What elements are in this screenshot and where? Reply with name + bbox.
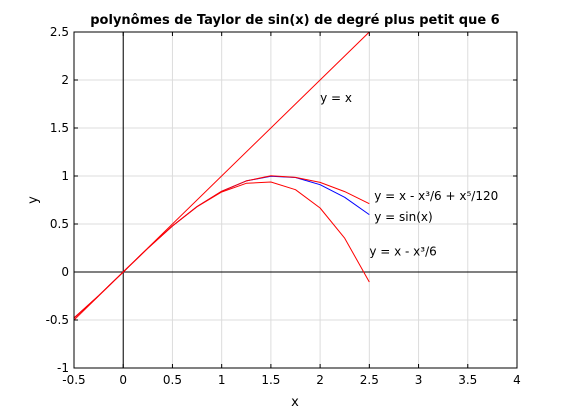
y-tick-label: 1.5 (50, 121, 69, 135)
x-tick-label: 2.5 (360, 373, 379, 387)
x-tick-label: 0.5 (163, 373, 182, 387)
y-tick-label: 2 (61, 73, 69, 87)
series-line-degree-5 (73, 175, 370, 319)
x-axis-label: x (291, 395, 299, 410)
y-tick-label: -0.5 (46, 313, 69, 327)
chart-title: polynômes de Taylor de sin(x) de degré p… (90, 13, 499, 28)
y-tick-label: 1 (61, 169, 69, 183)
series-layer (73, 31, 370, 321)
y-tick-label: 0 (61, 265, 69, 279)
x-tick-label: 4 (513, 373, 521, 387)
zero-axis-lines (74, 32, 517, 368)
x-tick-label: 3 (415, 373, 423, 387)
curve-annotation: y = x - x³/6 (369, 245, 436, 259)
y-tick-label: 0.5 (50, 217, 69, 231)
y-tick-label: -1 (57, 361, 69, 375)
ticks: -0.5 0 0.5 1 1.5 2 2.5 3 3.5 4-1-0.500.511.522.5 (46, 25, 521, 387)
curve-annotation: y = x - x³/6 + x⁵/120 (374, 189, 498, 203)
x-tick-label: 1.5 (261, 373, 280, 387)
y-tick-label: 2.5 (50, 25, 69, 39)
x-tick-label: -0.5 (62, 373, 85, 387)
x-tick-label: 2 (316, 373, 324, 387)
annotations: y = x y = x - x³/6 + x⁵/120 y = sin(x) y = … (320, 91, 498, 259)
x-tick-label: 3.5 (458, 373, 477, 387)
curve-annotation: y = x (320, 91, 352, 105)
x-tick-label: 0 (119, 373, 127, 387)
y-axis-label: y (26, 196, 41, 204)
x-tick-label: 1 (218, 373, 226, 387)
plot-frame (73, 31, 518, 369)
curve-annotation: y = sin(x) (374, 210, 432, 224)
